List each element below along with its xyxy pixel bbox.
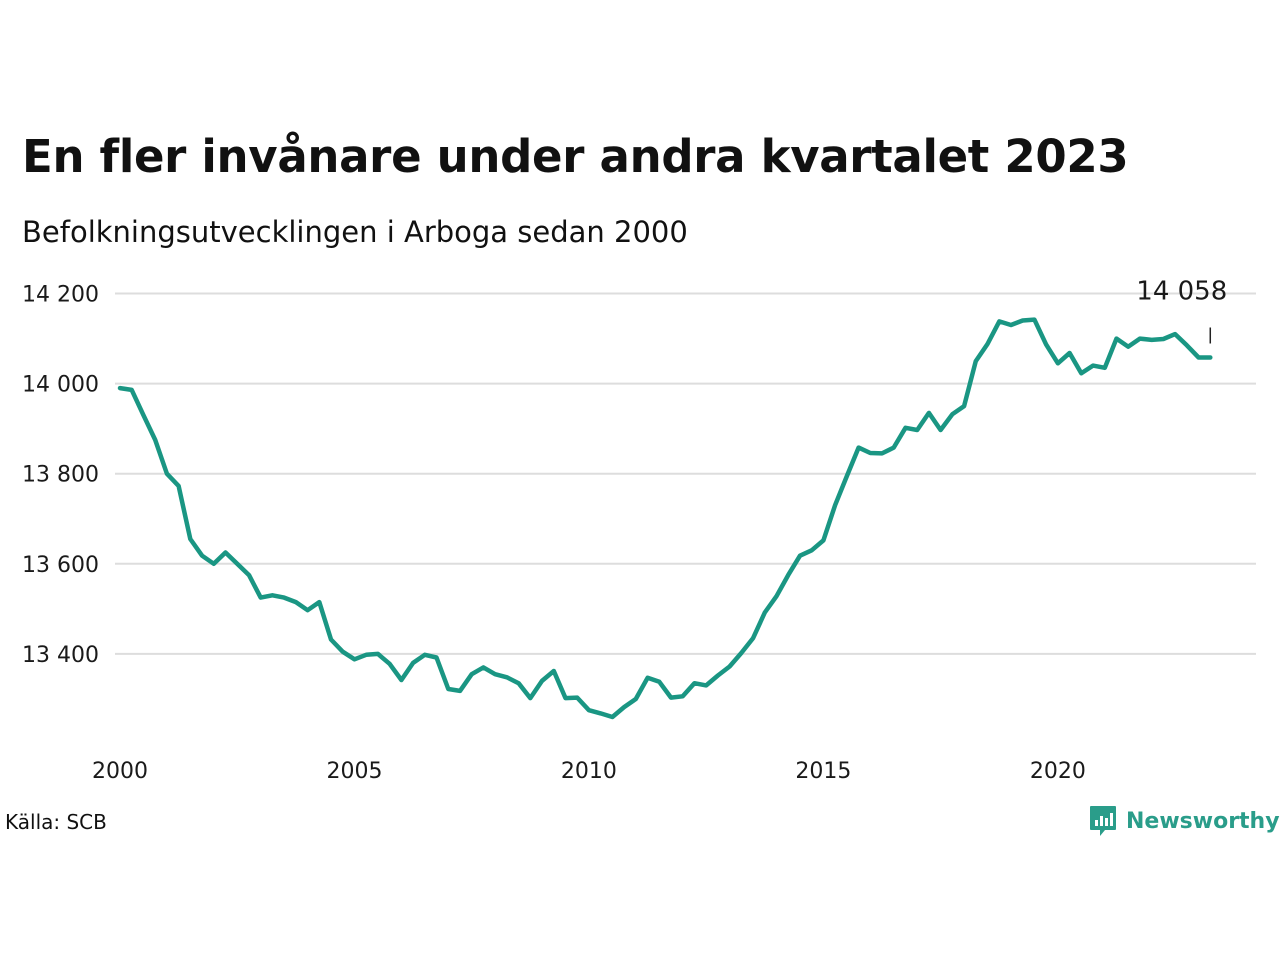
y-axis-ticks: 13 400 13 600 13 800 14 000 14 200 bbox=[22, 283, 99, 668]
x-axis-ticks: 2000 2005 2010 2015 2020 bbox=[92, 759, 1086, 784]
brand-name: Newsworthy bbox=[1126, 808, 1280, 834]
gridlines bbox=[115, 292, 1256, 655]
chart-title: En fler invånare under andra kvartalet 2… bbox=[22, 130, 1129, 183]
newsworthy-logo-icon bbox=[1090, 806, 1116, 836]
y-tick-label: 13 600 bbox=[22, 553, 99, 578]
x-tick-label: 2010 bbox=[561, 759, 617, 784]
annotation-layer: 14 058 bbox=[1136, 276, 1227, 344]
series-line bbox=[117, 317, 1213, 720]
x-tick-label: 2015 bbox=[795, 759, 851, 784]
brand-logo[interactable]: Newsworthy bbox=[1088, 804, 1280, 838]
source-note: Källa: SCB bbox=[5, 810, 107, 834]
x-tick-label: 2020 bbox=[1030, 759, 1086, 784]
x-tick-label: 2005 bbox=[326, 759, 382, 784]
chart-subtitle: Befolkningsutvecklingen i Arboga sedan 2… bbox=[22, 215, 688, 249]
y-tick-label: 13 800 bbox=[22, 463, 99, 488]
y-tick-label: 13 400 bbox=[22, 643, 99, 668]
annotation-label: 14 058 bbox=[1136, 276, 1227, 306]
y-tick-label: 14 200 bbox=[22, 283, 99, 308]
y-tick-label: 14 000 bbox=[22, 373, 99, 398]
series-layer bbox=[117, 317, 1213, 720]
x-tick-label: 2000 bbox=[92, 759, 148, 784]
